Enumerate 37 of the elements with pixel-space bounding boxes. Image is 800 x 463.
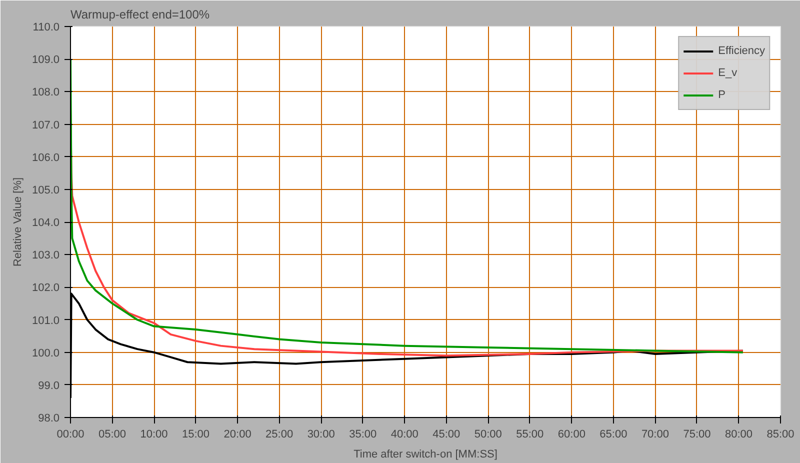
x-tick-label: 00:00 [56, 428, 84, 440]
x-tick-label: 25:00 [266, 428, 294, 440]
y-axis-title: Relative Value [%] [12, 177, 24, 267]
x-tick-label: 65:00 [600, 428, 628, 440]
x-tick-label: 30:00 [307, 428, 335, 440]
y-tick-label: 100.0 [32, 347, 60, 360]
x-tick-label: 50:00 [474, 428, 502, 440]
x-tick-label: 85:00 [766, 428, 794, 440]
x-tick-label: 40:00 [390, 428, 418, 440]
y-tick-label: 101.0 [32, 314, 60, 327]
x-tick-label: 10:00 [140, 428, 168, 440]
y-tick-label: 104.0 [32, 217, 60, 229]
y-tick-label: 102.0 [32, 282, 60, 294]
chart-title: Warmup-effect end=100% [70, 8, 210, 22]
y-tick-label: 103.0 [32, 250, 60, 262]
x-tick-label: 70:00 [641, 428, 669, 440]
x-tick-label: 80:00 [724, 428, 753, 440]
x-tick-label: 35:00 [349, 428, 377, 440]
y-tick-label: 107.0 [32, 119, 60, 132]
legend-label: Efficiency [718, 45, 765, 57]
x-tick-label: 05:00 [98, 428, 126, 440]
y-tick-label: 109.0 [32, 54, 60, 66]
legend-label: E_v [718, 67, 738, 79]
y-tick-label: 105.0 [32, 184, 60, 196]
y-tick-label: 99.0 [38, 380, 60, 392]
x-axis-title: Time after switch-on [MM:SS] [354, 448, 498, 460]
legend-label: P [718, 89, 726, 101]
y-tick-label: 106.0 [32, 152, 60, 164]
x-tick-label: 20:00 [224, 428, 252, 440]
x-tick-label: 55:00 [516, 428, 544, 440]
x-tick-label: 45:00 [432, 428, 460, 440]
y-tick-label: 98.0 [38, 412, 60, 424]
y-tick-label: 110.0 [32, 22, 60, 34]
x-tick-label: 60:00 [558, 428, 586, 440]
x-tick-label: 15:00 [182, 428, 210, 440]
x-tick-label: 75:00 [683, 428, 711, 440]
y-tick-label: 108.0 [32, 86, 60, 99]
